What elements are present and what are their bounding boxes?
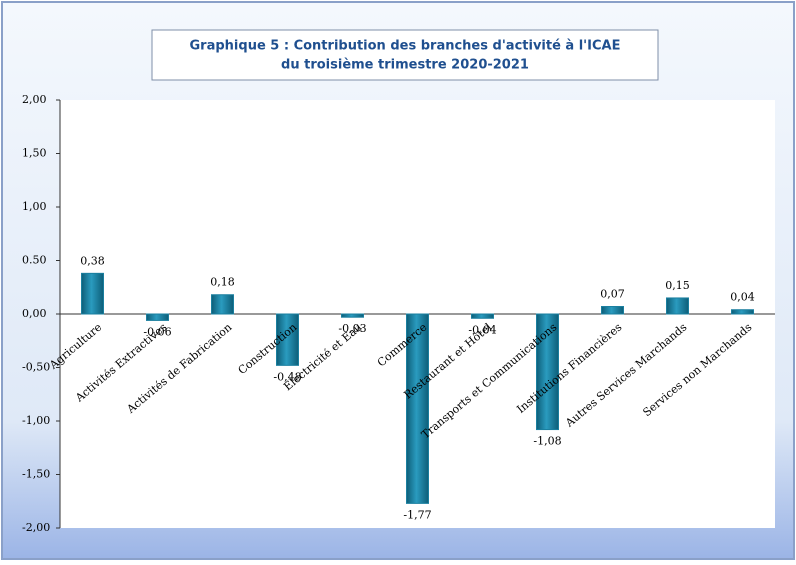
- value-label: 0,07: [600, 288, 625, 301]
- value-label: 0,04: [730, 291, 755, 304]
- bar: [536, 313, 559, 431]
- bar: [666, 297, 689, 315]
- bar: [211, 294, 234, 315]
- y-tick-label: -1,00: [22, 414, 50, 427]
- chart-title: Graphique 5 : Contribution des branches …: [190, 39, 621, 54]
- bar: [406, 313, 429, 504]
- y-tick-label: -0,50: [22, 361, 50, 374]
- y-tick-label: 1,50: [22, 147, 47, 160]
- value-label: 0,38: [80, 254, 105, 267]
- value-label: -0,04: [468, 323, 496, 336]
- chart-title: du troisième trimestre 2020-2021: [281, 58, 529, 73]
- bar: [276, 313, 299, 366]
- bar: [731, 309, 754, 315]
- y-tick-label: -2,00: [22, 521, 50, 534]
- y-tick-label: 0.50: [22, 254, 47, 267]
- value-label: 0,18: [210, 276, 235, 289]
- y-tick-label: 2,00: [22, 93, 47, 106]
- bar: [81, 272, 104, 315]
- title-box: [151, 29, 659, 81]
- value-label: -0,48: [273, 370, 301, 383]
- bar: [601, 306, 624, 315]
- bar: [471, 313, 494, 319]
- value-label: -1,08: [533, 435, 561, 448]
- bar: [341, 313, 364, 318]
- value-label: -1,77: [403, 508, 431, 521]
- y-tick-label: 1,00: [22, 200, 47, 213]
- value-label: -0,06: [143, 325, 171, 338]
- bar: [146, 313, 169, 321]
- y-tick-label: 0,00: [22, 307, 47, 320]
- value-label: 0,15: [665, 279, 690, 292]
- value-label: -0,03: [338, 322, 366, 335]
- y-tick-label: -1,50: [22, 468, 50, 481]
